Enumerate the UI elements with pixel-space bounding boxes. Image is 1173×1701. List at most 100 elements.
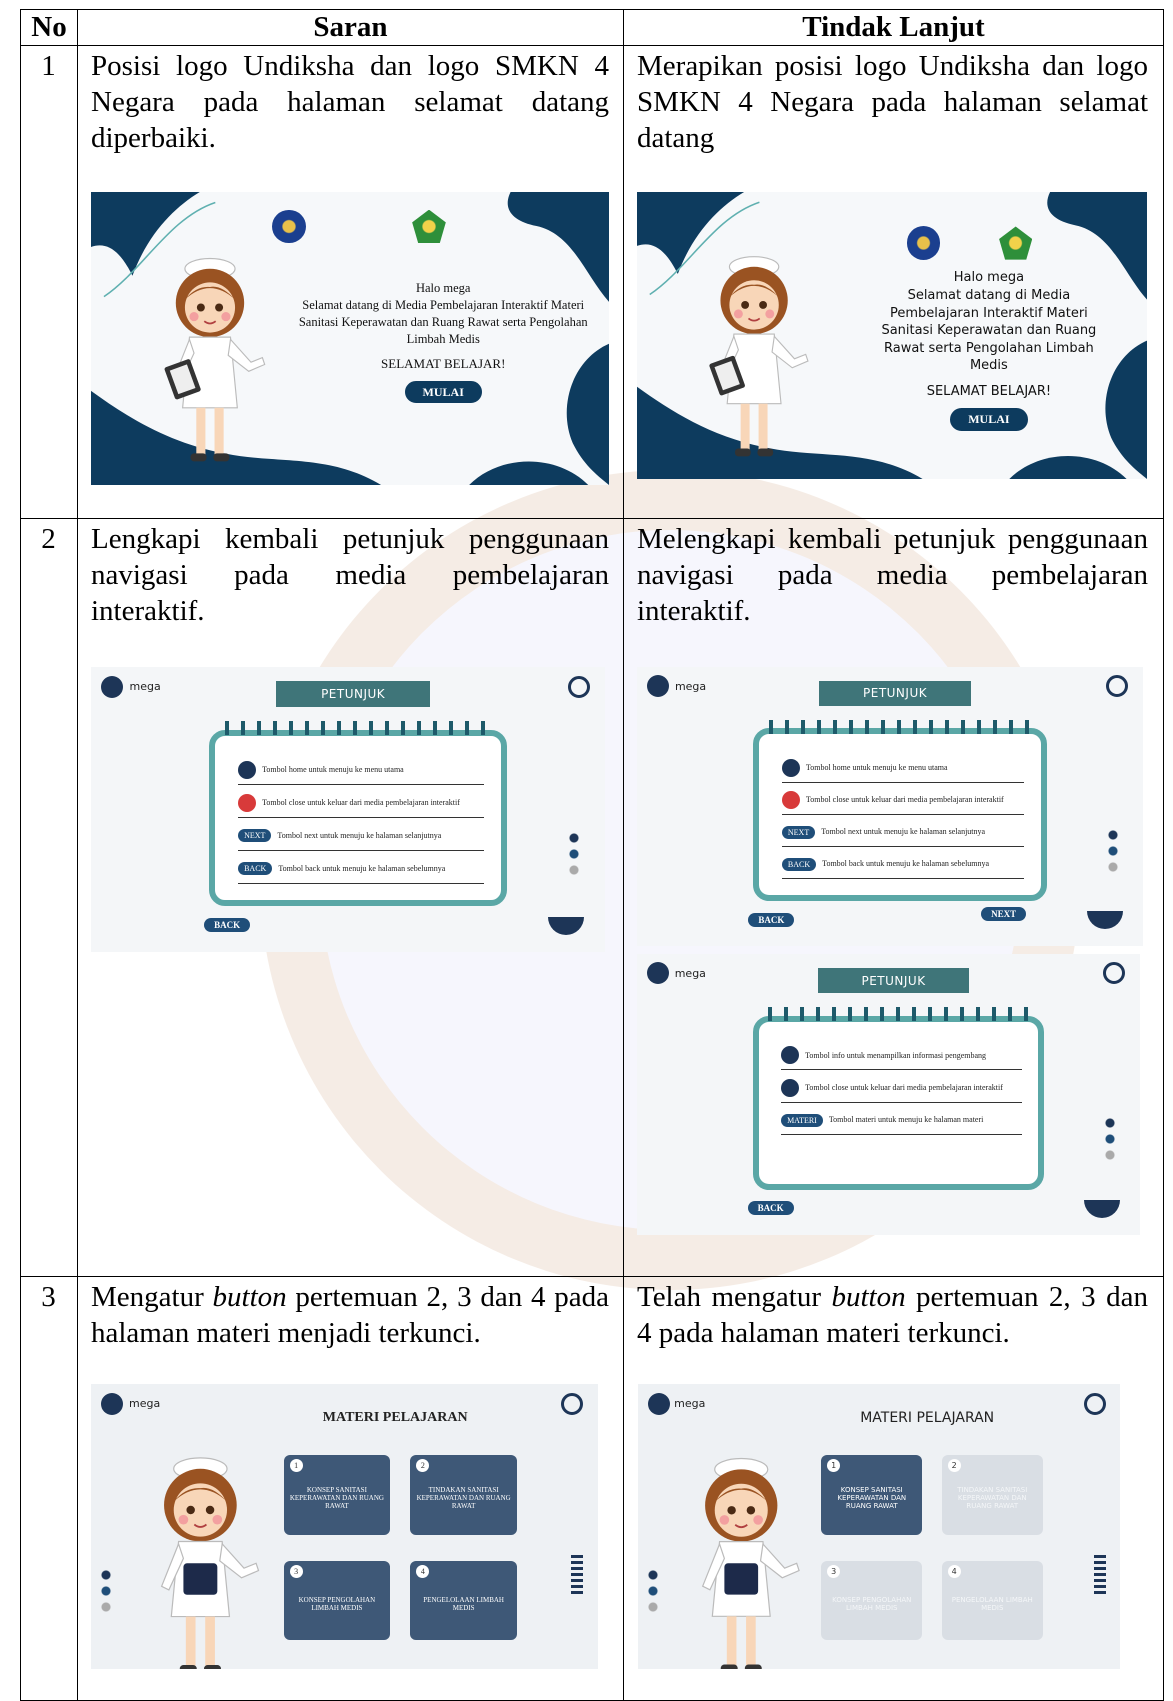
lesson-card[interactable]: 2 TINDAKAN SANITASI KEPERAWATAN DAN RUANG… [410, 1455, 517, 1536]
cell-text: Mengatur button pertemuan 2, 3 dan 4 pad… [91, 1279, 609, 1351]
side-dots [101, 1569, 112, 1618]
logo-undiksha [272, 209, 306, 244]
user-icon [647, 962, 670, 985]
side-dots [1104, 1116, 1115, 1165]
home-button [1105, 675, 1128, 698]
card-label: PENGELOLAAN LIMBAH MEDIS [951, 1595, 1033, 1612]
card-number: 1 [827, 1459, 841, 1473]
user-name: mega [674, 679, 707, 693]
instruction-text: Tombol next untuk menuju ke halaman sela… [277, 830, 442, 840]
notebook-rings [767, 1007, 1030, 1022]
instruction-text: Tombol materi untuk menuju ke halaman ma… [828, 1115, 984, 1125]
user-name: mega [674, 966, 706, 980]
footer-button: BACK [748, 912, 795, 927]
lesson-card[interactable]: 1 KONSEP SANITASI KEPERAWATAN DAN RUANG R… [821, 1455, 923, 1536]
lesson-card: 3 KONSEP PENGOLAHAN LIMBAH MEDIS [821, 1560, 923, 1641]
card-number: 4 [416, 1564, 430, 1578]
cheer: SELAMAT BELAJAR! [926, 383, 1052, 399]
nurse-illustration [681, 1447, 802, 1669]
card-label: KONSEP PENGOLAHAN LIMBAH MEDIS [832, 1595, 912, 1612]
welcome-message: Selamat datang di Media Pembelajaran Int… [881, 288, 1097, 374]
notebook-rings [224, 721, 492, 736]
table-cell [20, 1276, 78, 1701]
instruction-icon [238, 793, 257, 812]
instruction-text: Tombol home untuk menuju ke menu utama [262, 764, 404, 774]
instruction-row: BACK Tombol back untuk menuju ke halaman … [238, 854, 485, 884]
instruction-text: Tombol close untuk keluar dari media pem… [262, 797, 460, 807]
text-part: button [212, 1281, 287, 1313]
nav-button-icon: NEXT [781, 825, 816, 839]
instruction-icon [781, 758, 800, 777]
user-icon [647, 1392, 670, 1415]
bar-deco [570, 1555, 583, 1595]
instruction-text: Tombol back untuk menuju ke halaman sebe… [822, 859, 990, 869]
app-screenshot: mega PETUNJUK Tombol home untuk menuju ke … [91, 667, 605, 952]
card-label: TINDAKAN SANITASI KEPERAWATAN DAN RUANG … [957, 1486, 1028, 1511]
instruction-text: Tombol close untuk keluar dari media pem… [805, 795, 1004, 805]
notebook: Tombol home untuk menuju ke menu utama To… [209, 729, 508, 907]
app-screenshot: mega PETUNJUK Tombol info untuk menampilka… [637, 954, 1140, 1235]
card-number: 3 [289, 1564, 303, 1578]
nav-button-icon: MATERI [781, 1113, 823, 1127]
text-part: pertemuan 2, 3 dan 4 pada halaman materi… [637, 1281, 1148, 1349]
nav-button-icon: BACK [781, 857, 817, 871]
instruction-row: NEXT Tombol next untuk menuju ke halaman … [781, 818, 1024, 848]
row-number: 3 [41, 1281, 56, 1313]
greeting: Halo mega [953, 270, 1025, 286]
greeting: Halo mega [415, 280, 471, 295]
text-part: Melengkapi kembali petunjuk penggunaan n… [637, 523, 1148, 627]
home-button [567, 675, 590, 698]
nurse-illustration [698, 244, 810, 474]
header-cell: Saran [77, 9, 624, 46]
start-button: MULAI [950, 408, 1028, 431]
nurse-illustration [153, 245, 267, 479]
cell-text: Posisi logo Undiksha dan logo SMKN 4 Neg… [91, 48, 609, 156]
start-button: MULAI [404, 380, 482, 404]
card-number: 1 [289, 1459, 303, 1473]
card-label: TINDAKAN SANITASI KEPERAWATAN DAN RUANG … [416, 1486, 511, 1511]
card-number: 2 [416, 1459, 430, 1473]
card-label: KONSEP SANITASI KEPERAWATAN DAN RUANG RA… [289, 1486, 384, 1511]
text-part: Lengkapi kembali petunjuk penggunaan nav… [91, 523, 609, 627]
text-part: Mengatur [91, 1281, 213, 1313]
user-name: mega [129, 679, 161, 693]
lesson-card[interactable]: 3 KONSEP PENGOLAHAN LIMBAH MEDIS [283, 1560, 391, 1641]
instruction-icon [781, 1078, 800, 1097]
instruction-text: Tombol next untuk menuju ke halaman sela… [821, 827, 986, 837]
card-label: PENGELOLAAN LIMBAH MEDIS [423, 1595, 504, 1612]
cell-text: Merapikan posisi logo Undiksha dan logo … [637, 48, 1148, 156]
row-number: 2 [41, 523, 56, 555]
user-name: mega [674, 1396, 706, 1410]
corner-deco [1083, 1200, 1120, 1219]
side-dots [569, 832, 580, 881]
cell-text: Melengkapi kembali petunjuk penggunaan n… [637, 521, 1148, 629]
title-banner: PETUNJUK [276, 681, 431, 707]
app-screenshot: mega PETUNJUK Tombol home untuk menuju ke … [637, 667, 1143, 946]
footer-button: NEXT [981, 906, 1027, 921]
side-dots [1107, 828, 1118, 877]
text-part: Telah mengatur [637, 1281, 832, 1313]
instruction-text: Tombol back untuk menuju ke halaman sebe… [278, 863, 446, 873]
nav-button-icon: BACK [238, 862, 273, 876]
welcome-message: Selamat datang di Media Pembelajaran Int… [298, 297, 588, 346]
notebook-rings [768, 720, 1032, 734]
footer-button: BACK [204, 917, 251, 932]
instruction-icon [781, 1046, 800, 1065]
lesson-card[interactable]: 4 PENGELOLAAN LIMBAH MEDIS [410, 1560, 517, 1641]
page-title: MATERI PELAJARAN [860, 1409, 995, 1426]
lesson-card: 4 PENGELOLAAN LIMBAH MEDIS [941, 1560, 1043, 1641]
nav-button-icon: NEXT [238, 829, 272, 843]
instruction-text: Tombol close untuk keluar dari media pem… [805, 1083, 1003, 1093]
user-icon [647, 675, 670, 698]
card-number: 2 [947, 1459, 961, 1473]
title-banner: PETUNJUK [818, 968, 969, 994]
user-icon [101, 1392, 124, 1415]
corner-deco [1086, 911, 1123, 930]
page-title: MATERI PELAJARAN [322, 1409, 468, 1425]
text-part: Posisi logo Undiksha dan logo SMKN 4 Neg… [91, 50, 609, 154]
lesson-card[interactable]: 1 KONSEP SANITASI KEPERAWATAN DAN RUANG R… [283, 1455, 391, 1536]
lesson-card: 2 TINDAKAN SANITASI KEPERAWATAN DAN RUANG… [941, 1455, 1043, 1536]
cheer: SELAMAT BELAJAR! [381, 356, 506, 372]
table-cell [20, 45, 78, 519]
